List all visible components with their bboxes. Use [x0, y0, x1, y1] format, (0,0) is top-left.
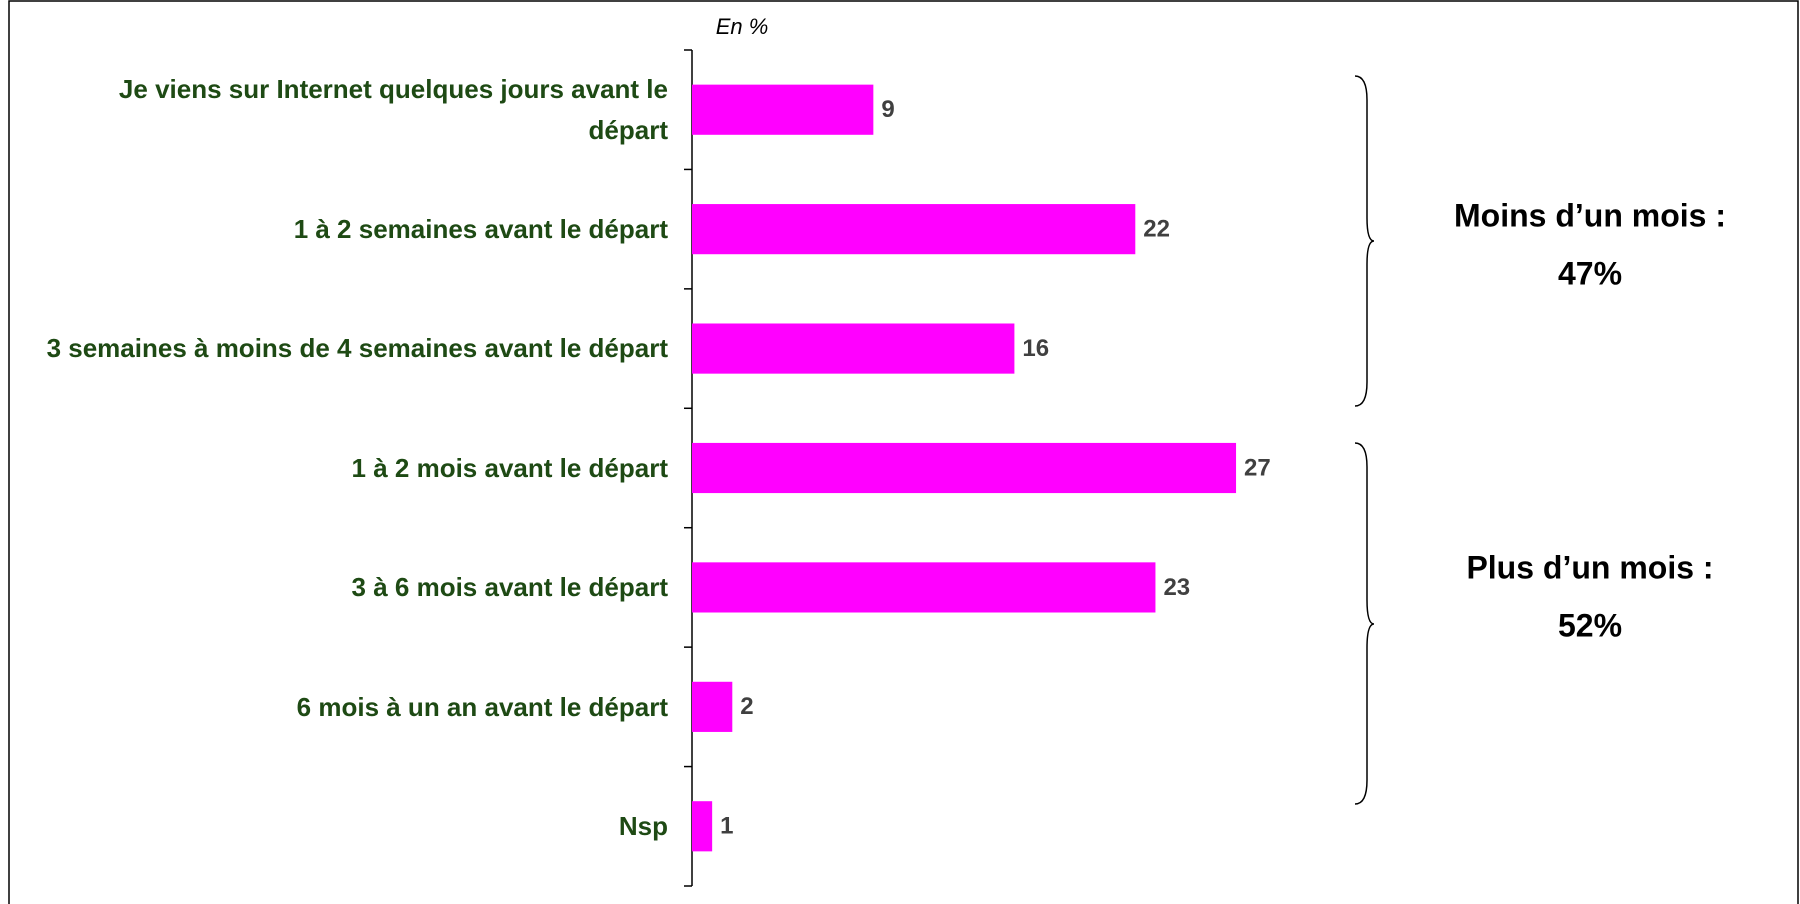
bar: [692, 84, 874, 135]
bar: [692, 801, 713, 852]
category-label: 1 à 2 semaines avant le départ: [293, 213, 668, 244]
bar: [692, 204, 1136, 255]
value-label: 23: [1163, 574, 1190, 601]
annotation: 47%: [1558, 255, 1622, 291]
frame: [8, 0, 1799, 904]
bar: [692, 323, 1015, 374]
value-label: 1: [720, 813, 733, 840]
category-label: 3 semaines à moins de 4 semaines avant l…: [46, 333, 668, 364]
category-label: Nsp: [618, 811, 668, 842]
category-label: 3 à 6 mois avant le départ: [351, 572, 668, 603]
value-label: 27: [1244, 454, 1271, 481]
value-label: 22: [1143, 215, 1170, 242]
category-label: 6 mois à un an avant le départ: [296, 691, 668, 722]
value-label: 9: [881, 96, 894, 123]
annotation: Plus d’un mois :: [1466, 549, 1713, 585]
category-label: 1 à 2 mois avant le départ: [351, 452, 668, 483]
bracket: [1354, 442, 1375, 805]
annotation: 52%: [1558, 607, 1622, 643]
bracket: [1354, 75, 1375, 407]
annotation: Moins d’un mois :: [1454, 197, 1726, 233]
category-label: Je viens sur Internet quelques jours ava…: [118, 74, 668, 145]
bar: [692, 562, 1156, 613]
value-label: 16: [1022, 335, 1049, 362]
bar: [692, 442, 1237, 494]
bar: [692, 681, 733, 732]
unit-label: En %: [716, 14, 769, 39]
value-label: 2: [740, 693, 753, 720]
